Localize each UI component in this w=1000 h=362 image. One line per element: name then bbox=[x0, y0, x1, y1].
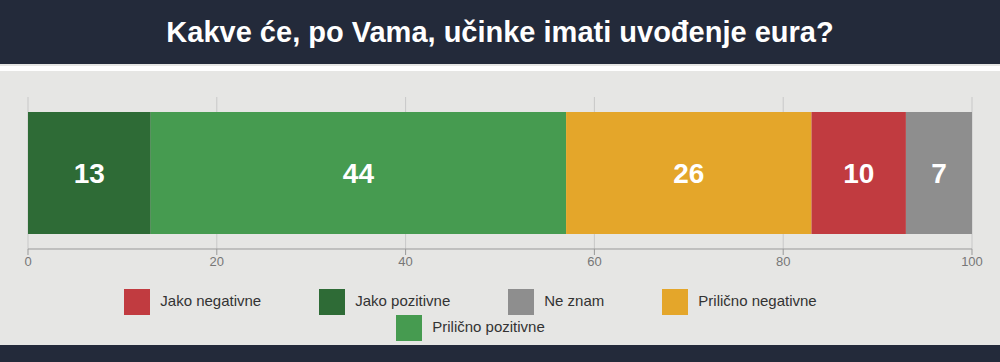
html-text:Kakve će, po Vama, učinke imat: Kakve će, po Vama, učinke imati uvođenje… bbox=[166, 15, 834, 48]
svg-text:60: 60 bbox=[587, 254, 601, 269]
svg-text:100: 100 bbox=[961, 254, 983, 269]
html-text:Jako pozitivne: Jako pozitivne bbox=[355, 292, 451, 309]
svg-text:10: 10 bbox=[843, 158, 874, 189]
svg-text:44: 44 bbox=[343, 158, 375, 189]
html-text:Jako negativne: Jako negativne bbox=[160, 292, 262, 309]
svg-text:20: 20 bbox=[210, 254, 224, 269]
svg-text:80: 80 bbox=[776, 254, 790, 269]
svg-text:13: 13 bbox=[74, 158, 105, 189]
html-text:Ne znam: Ne znam bbox=[544, 292, 605, 309]
svg-text:40: 40 bbox=[398, 254, 412, 269]
svg-text:0: 0 bbox=[24, 254, 31, 269]
html-text:Prilično negativne: Prilično negativne bbox=[698, 292, 817, 309]
svg-text:7: 7 bbox=[931, 158, 947, 189]
html-text:Prilično pozitivne: Prilično pozitivne bbox=[432, 318, 545, 335]
svg-text:26: 26 bbox=[673, 158, 704, 189]
